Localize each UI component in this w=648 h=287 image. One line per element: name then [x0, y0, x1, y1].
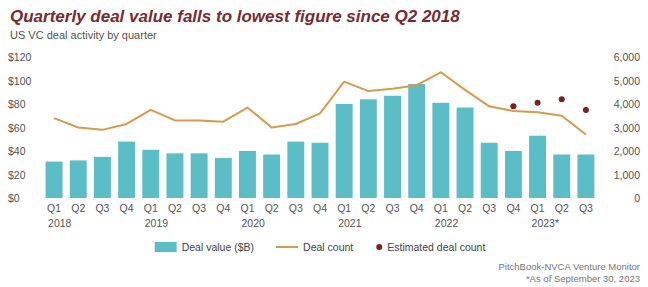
- bar: [408, 84, 425, 198]
- subtitle: US VC deal activity by quarter: [10, 29, 157, 41]
- x-tick-label: Q4: [120, 202, 134, 214]
- year-label: 2020: [241, 217, 265, 229]
- bar: [263, 155, 280, 198]
- x-tick-label: Q1: [337, 202, 351, 214]
- x-tick-label: Q3: [289, 202, 303, 214]
- legend-swatch: [276, 246, 298, 248]
- x-tick-label: Q2: [168, 202, 182, 214]
- y-tick-label: $20: [8, 169, 26, 181]
- bar: [529, 136, 546, 198]
- x-tick-label: Q4: [410, 202, 424, 214]
- plot-area: [46, 72, 595, 198]
- y-tick-label: $40: [8, 145, 26, 157]
- x-tick-label: Q4: [506, 202, 520, 214]
- x-tick-label: Q2: [265, 202, 279, 214]
- x-tick-label: Q3: [192, 202, 206, 214]
- x-tick-label: Q4: [313, 202, 327, 214]
- bar: [336, 104, 353, 198]
- x-tick-label: Q3: [579, 202, 593, 214]
- y2-tick-label: 0: [634, 192, 640, 204]
- bar: [142, 150, 159, 198]
- x-tick-label: Q1: [434, 202, 448, 214]
- x-tick-label: Q4: [216, 202, 230, 214]
- legend-swatch: [376, 244, 382, 250]
- point: [559, 96, 565, 102]
- year-label: 2022: [435, 217, 459, 229]
- legend-label: Estimated deal count: [387, 241, 485, 253]
- bar: [215, 158, 232, 198]
- y2-tick-label: 4,000: [614, 98, 640, 110]
- y-tick-label: $80: [8, 98, 26, 110]
- year-label: 2019: [145, 217, 169, 229]
- y2-tick-label: 2,000: [614, 145, 640, 157]
- bar: [287, 142, 304, 198]
- note: *As of September 30, 2023: [526, 273, 640, 284]
- point: [583, 107, 589, 113]
- bar: [70, 160, 87, 198]
- bar: [239, 151, 256, 198]
- point: [510, 103, 516, 109]
- y2-tick-label: 5,000: [614, 75, 640, 87]
- bar: [94, 157, 111, 198]
- x-tick-label: Q2: [361, 202, 375, 214]
- bar: [432, 103, 449, 198]
- bar: [457, 108, 474, 198]
- bar: [553, 155, 570, 198]
- legend-label: Deal value ($B): [182, 241, 254, 253]
- y-tick-label: $0: [8, 192, 20, 204]
- year-label: 2021: [338, 217, 362, 229]
- line: [54, 72, 586, 134]
- x-tick-label: Q3: [482, 202, 496, 214]
- bar: [577, 155, 594, 198]
- x-tick-label: Q1: [47, 202, 61, 214]
- x-tick-label: Q2: [71, 202, 85, 214]
- bar: [118, 142, 135, 198]
- x-tick-label: Q1: [240, 202, 254, 214]
- legend: Deal value ($B) Deal count Estimated deal …: [155, 241, 486, 253]
- title: Quarterly deal value falls to lowest fig…: [10, 7, 460, 26]
- point: [535, 100, 541, 106]
- bar: [384, 96, 401, 198]
- x-tick-label: Q2: [458, 202, 472, 214]
- bar: [166, 153, 183, 198]
- bar: [481, 143, 498, 198]
- y2-tick-label: 3,000: [614, 122, 640, 134]
- bar: [505, 151, 522, 198]
- legend-label: Deal count: [303, 241, 353, 253]
- bar: [312, 143, 329, 198]
- year-label: 2023*: [532, 217, 559, 229]
- x-tick-label: Q3: [386, 202, 400, 214]
- y-tick-label: $120: [8, 51, 32, 63]
- x-tick-label: Q1: [531, 202, 545, 214]
- y2-tick-label: 6,000: [614, 51, 640, 63]
- y-tick-label: $100: [8, 75, 32, 87]
- year-label: 2018: [48, 217, 72, 229]
- chart: Quarterly deal value falls to lowest fig…: [0, 0, 648, 287]
- x-tick-label: Q1: [144, 202, 158, 214]
- bar: [191, 153, 208, 198]
- x-tick-label: Q3: [95, 202, 109, 214]
- bar: [46, 162, 63, 198]
- x-tick-label: Q2: [555, 202, 569, 214]
- bar: [360, 99, 377, 198]
- y2-tick-label: 1,000: [614, 169, 640, 181]
- y-tick-label: $60: [8, 122, 26, 134]
- source: PitchBook-NVCA Venture Monitor: [498, 261, 640, 272]
- legend-swatch: [155, 242, 177, 252]
